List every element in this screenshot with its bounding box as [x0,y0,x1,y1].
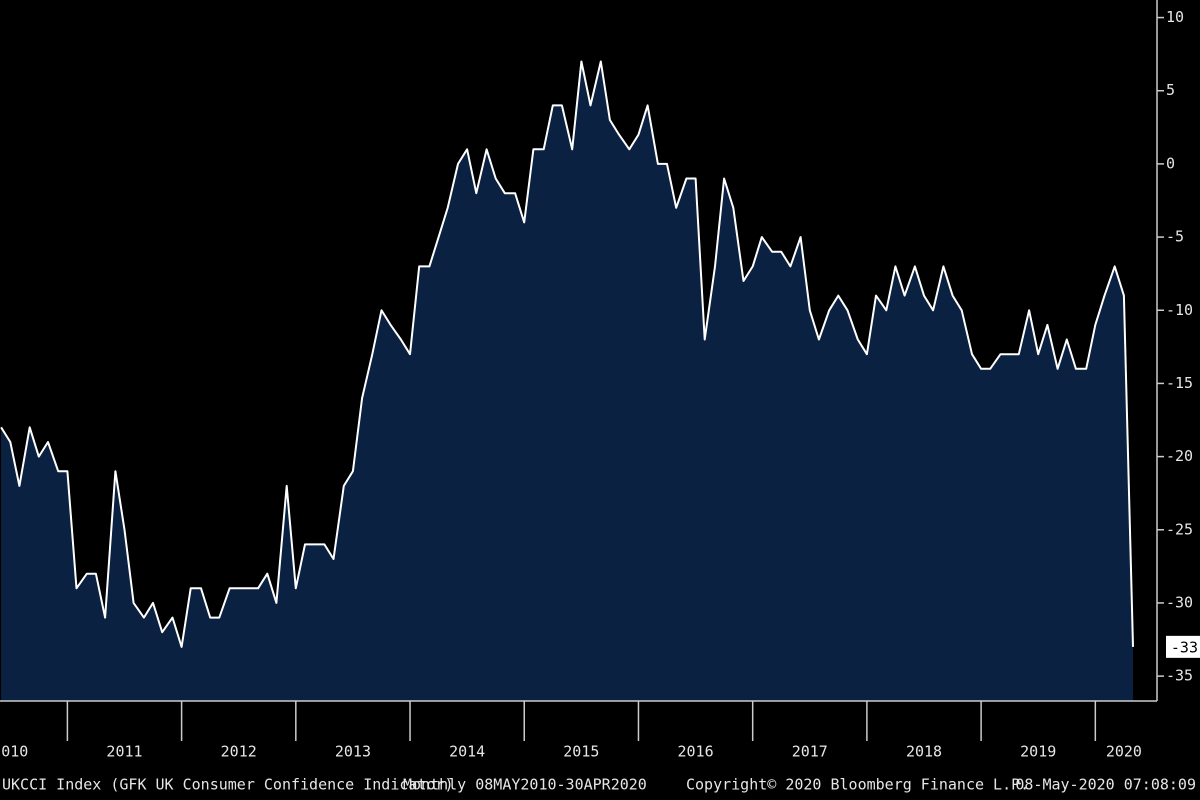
y-tick-label: -15 [1166,374,1193,392]
y-tick-label: -25 [1166,520,1193,538]
y-tick-label: -10 [1166,301,1193,319]
x-tick-label: 2013 [335,743,371,761]
footer-copyright: Copyright© 2020 Bloomberg Finance L.P. [686,776,1029,794]
x-tick-label: 2017 [792,743,828,761]
y-tick-label: -35 [1166,667,1193,685]
y-tick-label: -5 [1166,228,1184,246]
footer-index: UKCCI Index (GFK UK Consumer Confidence … [2,776,454,794]
x-tick-label: 2018 [906,743,942,761]
x-tick-label: 2012 [221,743,257,761]
footer-frequency: Monthly 08MAY2010-30APR2020 [403,776,647,794]
y-tick-label: -20 [1166,447,1193,465]
x-tick-label: 2020 [1106,743,1142,761]
last-value-label: -33 [1171,638,1198,656]
y-tick-label: 5 [1166,81,1175,99]
x-tick-label: 2010 [0,743,28,761]
series-line [0,60,1134,648]
last-value-box [1166,635,1200,658]
area-fill [1,61,1134,701]
x-tick-label: 2015 [563,743,599,761]
x-tick-label: 2016 [678,743,714,761]
x-tick-label: 2019 [1020,743,1056,761]
plot-area [0,60,1134,701]
x-tick-label: 2014 [449,743,485,761]
y-tick-label: -30 [1166,593,1193,611]
y-tick-label: 10 [1166,8,1184,26]
footer-date: 08-May-2020 07:08:09 [1015,776,1196,794]
x-tick-label: 2011 [106,743,142,761]
y-tick-label: 0 [1166,154,1175,172]
